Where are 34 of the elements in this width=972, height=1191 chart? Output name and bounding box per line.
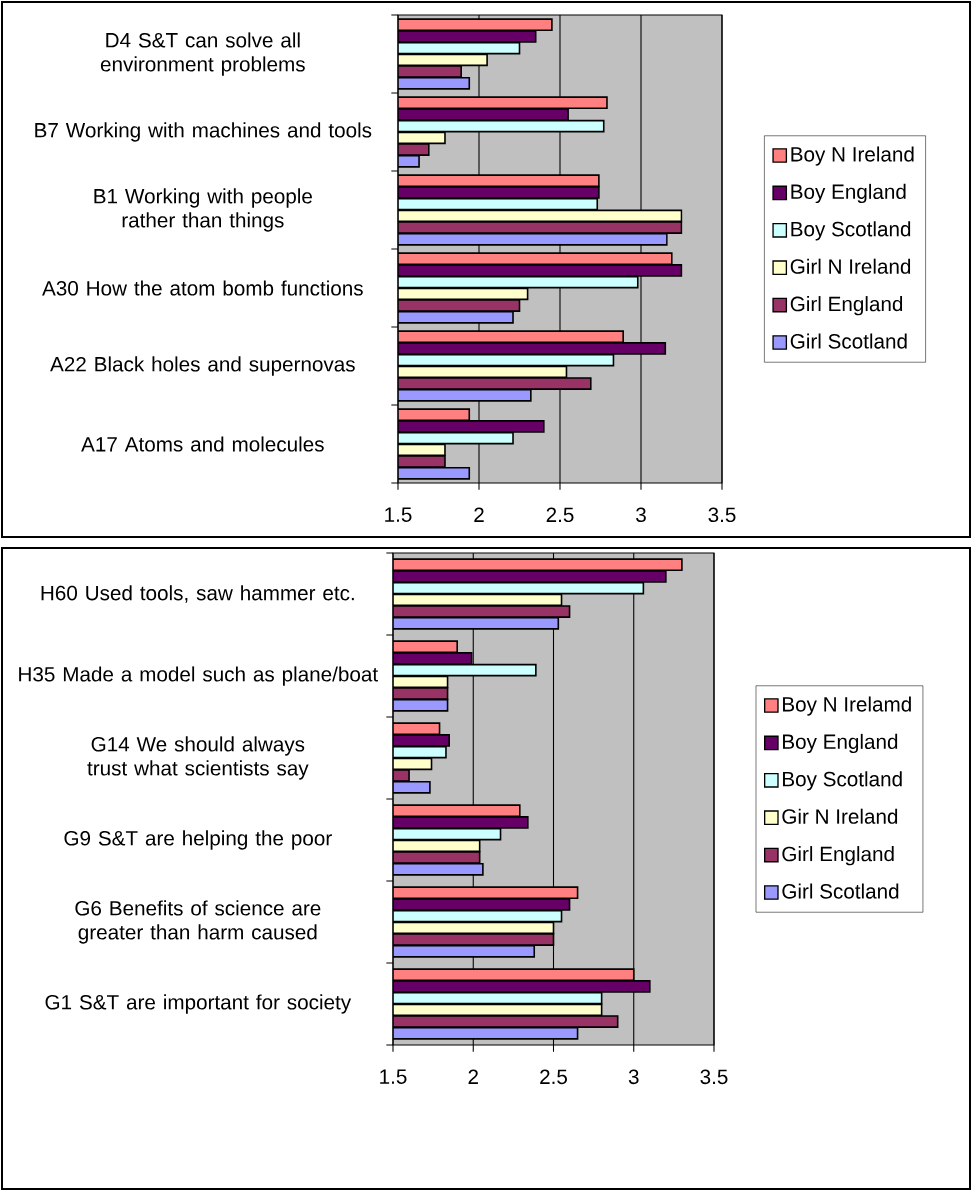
legend-label: Girl England [782,846,894,866]
x-tick-label: 3 [628,1069,639,1085]
x-tick-label: 2 [474,507,484,522]
x-tick-label: 2.5 [546,507,574,523]
y-tick-label: G9 S&T are helping the poor [64,830,332,850]
x-tick-label: 3.5 [700,1069,728,1085]
y-tick-label: D4 S&T can solve all environment problems [100,32,305,76]
y-tick-label: G1 S&T are important for society [45,994,352,1014]
x-tick-label: 2.5 [540,1069,567,1085]
x-tick-label: 3.5 [708,507,736,523]
legend-label: Boy England [791,183,906,204]
y-tick-label: B7 Working with machines and tools [35,122,372,142]
y-tick-label: A22 Black holes and supernovas [50,356,355,376]
y-tick-label: H35 Made a model such as plane/boat [19,666,378,686]
x-tick-label: 2 [468,1069,478,1084]
y-tick-label: G6 Benefits of science are greater than harm caused [75,900,321,944]
x-tick-label: 1.5 [385,507,412,522]
legend-label: Boy England [783,733,898,754]
y-tick-label: H60 Used tools, saw hammer etc. [41,585,354,603]
legend-label: Boy N Ireland [791,146,914,166]
x-tick-label: 3 [636,507,646,523]
legend-label: Boy N Irelamd [783,696,911,716]
legend-label: Girl Scotland [790,333,907,349]
x-tick-label: 1.5 [380,1069,407,1084]
legend-label: Girl Scotland [782,883,899,899]
y-tick-label: A30 How the atom bomb functions [42,280,363,296]
y-tick-label: A17 Atoms and molecules [81,436,324,452]
y-tick-label: G14 We should always trust what scientists say [87,736,309,780]
y-tick-label: B1 Working with people rather than things [94,188,312,232]
legend-label: Boy Scotland [791,221,911,241]
legend-label: Boy Scotland [783,771,902,791]
legend-label: Girl England [790,296,903,316]
legend-label: Gir N Ireland [782,808,898,824]
legend-label: Girl N Ireland [790,258,911,274]
